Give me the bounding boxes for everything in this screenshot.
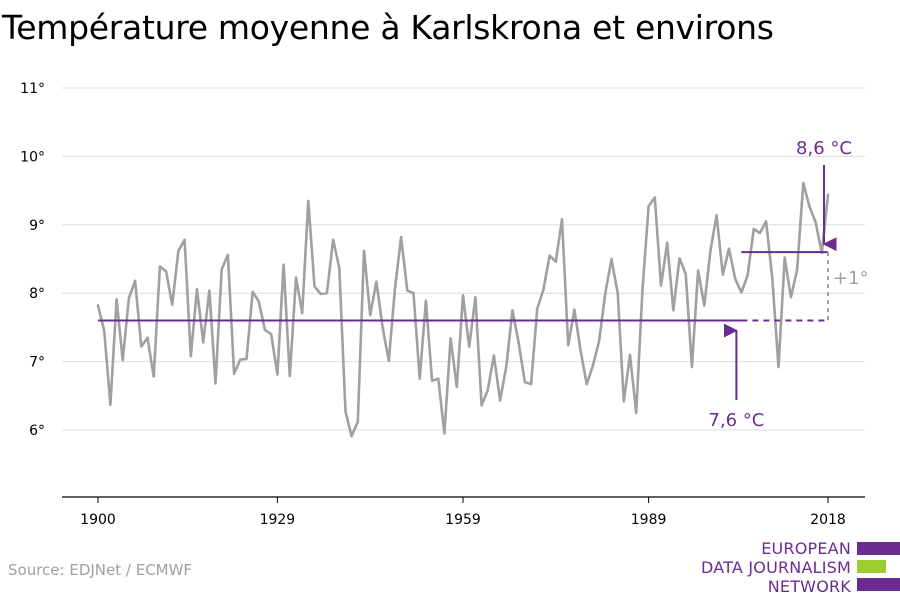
x-tick-label: 2018: [810, 512, 846, 528]
edjnet-logo: EUROPEAN DATA JOURNALISM NETWORK: [690, 538, 900, 600]
y-tick-label: 8°: [29, 286, 45, 302]
y-tick-label: 9°: [29, 218, 45, 234]
y-tick-label: 11°: [20, 81, 45, 97]
logo-text-line-3: NETWORK: [767, 577, 851, 596]
y-tick-label: 7°: [29, 355, 45, 371]
y-tick-label: 6°: [29, 423, 45, 439]
x-tick-label: 1900: [80, 512, 116, 528]
source-note: Source: EDJNet / ECMWF: [8, 561, 193, 579]
recent-label: 8,6 °C: [796, 138, 852, 159]
x-tick-label: 1959: [445, 512, 481, 528]
y-tick-label: 10°: [20, 149, 45, 165]
logo-bar-bottom: [857, 578, 900, 591]
logo-bar-top: [857, 542, 900, 555]
logo-text-line-1: EUROPEAN: [761, 539, 851, 558]
series-line: [96, 181, 830, 438]
logo-bar-middle: [857, 560, 900, 573]
series-layer: [96, 181, 830, 438]
x-tick-label: 1929: [260, 512, 296, 528]
baseline-label: 7,6 °C: [708, 410, 764, 431]
chart-title: Température moyenne à Karlskrona et envi…: [2, 8, 774, 47]
difference-label: +1°: [833, 268, 869, 289]
x-tick-label: 1989: [631, 512, 667, 528]
logo-text-line-2: DATA JOURNALISM: [701, 558, 851, 577]
y-axis: 6° 7° 8° 9° 10° 11°: [20, 81, 45, 439]
gridlines: [62, 87, 865, 431]
annotations-layer: 7,6 °C 8,6 °C +1°: [98, 138, 869, 431]
x-axis: 1900 1929 1959 1989 2018: [62, 496, 865, 528]
